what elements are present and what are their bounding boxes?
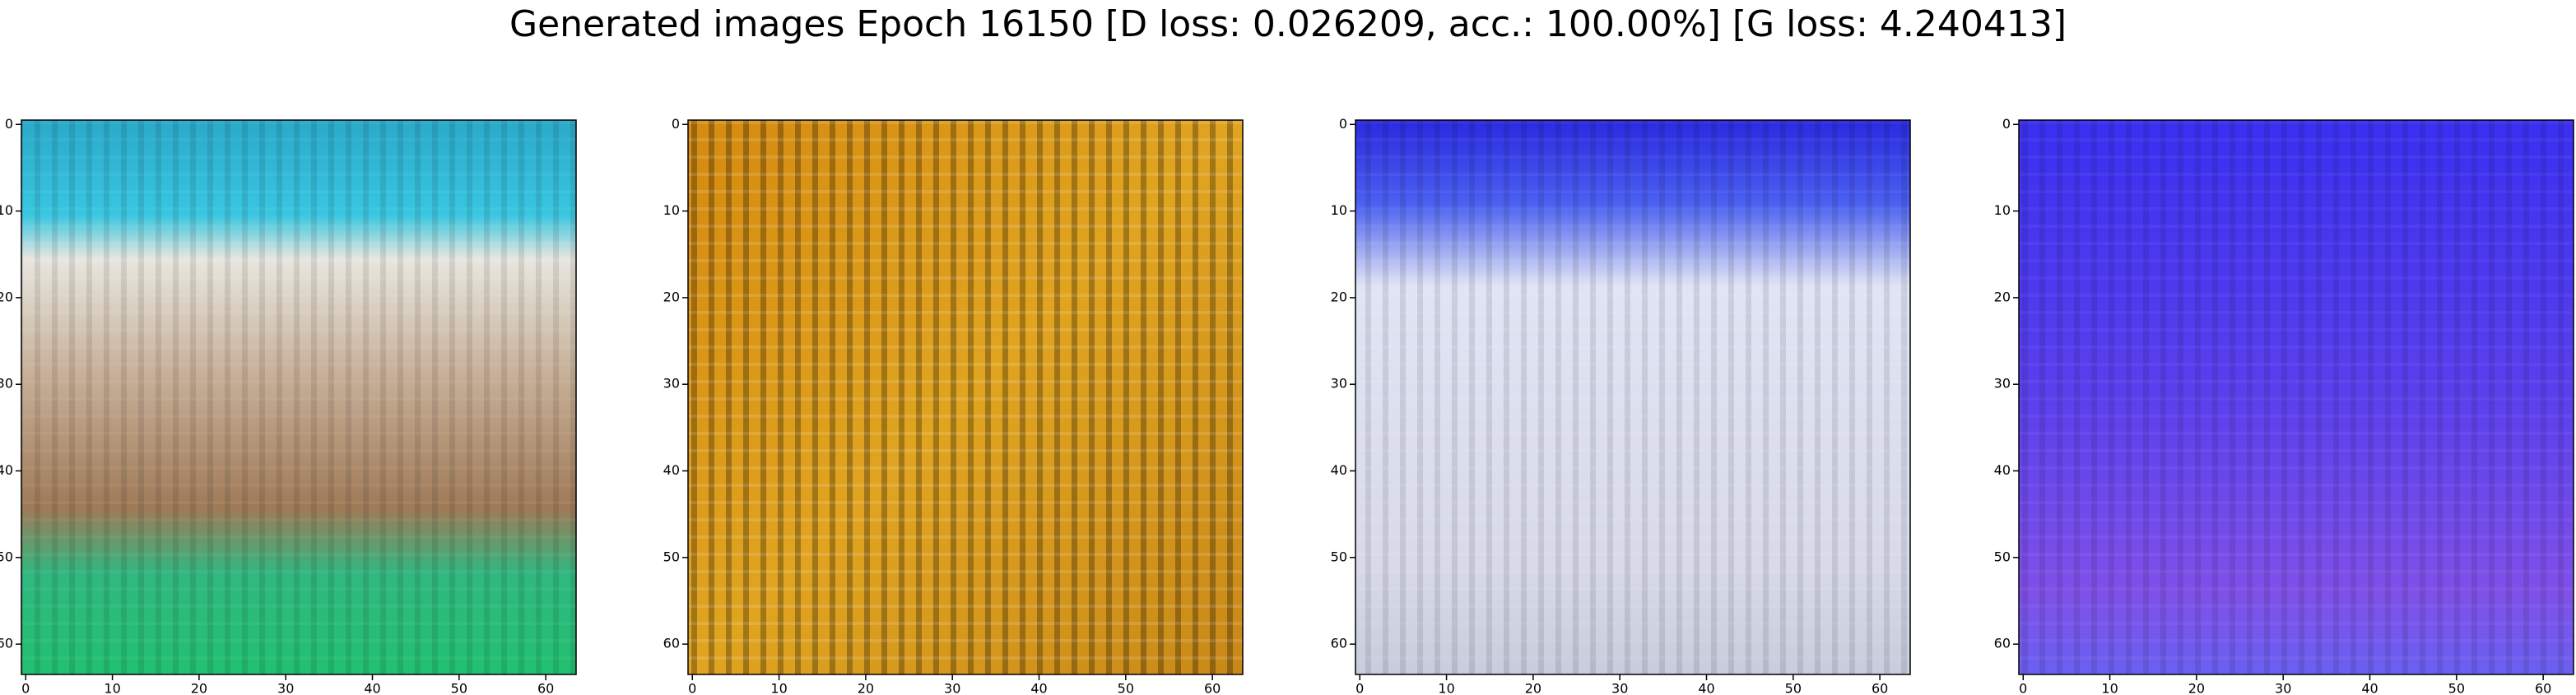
y-tick-label: 10 [1331,202,1347,218]
x-tick-label: 60 [1872,681,1888,695]
y-tick-label: 50 [663,549,680,564]
x-tick-label: 10 [770,681,787,695]
x-tick-label: 40 [364,681,380,695]
y-tick-label: 40 [663,462,680,478]
x-tick-label: 30 [2275,681,2291,695]
y-tick-label: 30 [0,376,13,392]
y-tick-label: 40 [1994,462,2011,478]
x-tick-label: 10 [2101,681,2118,695]
y-tick-label: 0 [672,116,680,132]
x-tick-label: 20 [2188,681,2205,695]
y-tick-label: 50 [1331,549,1347,564]
axes-frame [1355,119,1911,675]
y-tick-label: 60 [1331,636,1347,651]
x-tick-label: 60 [537,681,554,695]
y-tick-label: 50 [0,549,13,564]
image-texture [2019,120,2574,674]
x-tick-label: 10 [104,681,120,695]
x-tick-label: 20 [858,681,874,695]
x-tick-label: 40 [1698,681,1714,695]
x-tick-label: 30 [1611,681,1628,695]
y-tick-label: 30 [1994,376,2011,392]
y-tick-label: 20 [663,289,680,304]
x-tick-label: 10 [1438,681,1454,695]
image-texture [21,120,576,674]
y-tick-label: 20 [1994,289,2011,304]
y-tick-label: 60 [0,636,13,651]
y-tick-label: 30 [663,376,680,392]
x-tick-label: 0 [2019,681,2027,695]
x-tick-label: 0 [1355,681,1364,695]
y-tick-label: 0 [2002,116,2011,132]
x-tick-label: 30 [277,681,294,695]
y-tick-label: 30 [1331,376,1347,392]
y-tick-label: 60 [663,636,680,651]
x-tick-label: 50 [1118,681,1134,695]
x-tick-label: 40 [1030,681,1047,695]
y-tick-label: 20 [1331,289,1347,304]
x-tick-label: 50 [451,681,467,695]
x-tick-label: 30 [944,681,960,695]
x-tick-label: 50 [1785,681,1802,695]
x-tick-label: 0 [688,681,696,695]
figure-title: Generated images Epoch 16150 [D loss: 0.… [509,3,2067,45]
image-texture [688,120,1243,674]
x-tick-label: 50 [2448,681,2465,695]
y-tick-label: 10 [663,202,680,218]
axes-frame [687,119,1244,675]
x-tick-label: 60 [2535,681,2551,695]
x-tick-label: 40 [2361,681,2378,695]
x-tick-label: 60 [1204,681,1221,695]
y-tick-label: 40 [1331,462,1347,478]
image-texture [1355,120,1910,674]
y-tick-label: 60 [1994,636,2011,651]
y-tick-label: 50 [1994,549,2011,564]
y-tick-label: 10 [1994,202,2011,218]
y-tick-label: 40 [0,462,13,478]
y-tick-label: 20 [0,289,13,304]
y-tick-label: 10 [0,202,13,218]
x-tick-label: 20 [1525,681,1541,695]
y-tick-label: 0 [1339,116,1347,132]
axes-frame [2018,119,2574,675]
x-tick-label: 20 [191,681,207,695]
y-tick-label: 0 [5,116,13,132]
x-tick-label: 0 [21,681,30,695]
axes-frame [21,119,577,675]
